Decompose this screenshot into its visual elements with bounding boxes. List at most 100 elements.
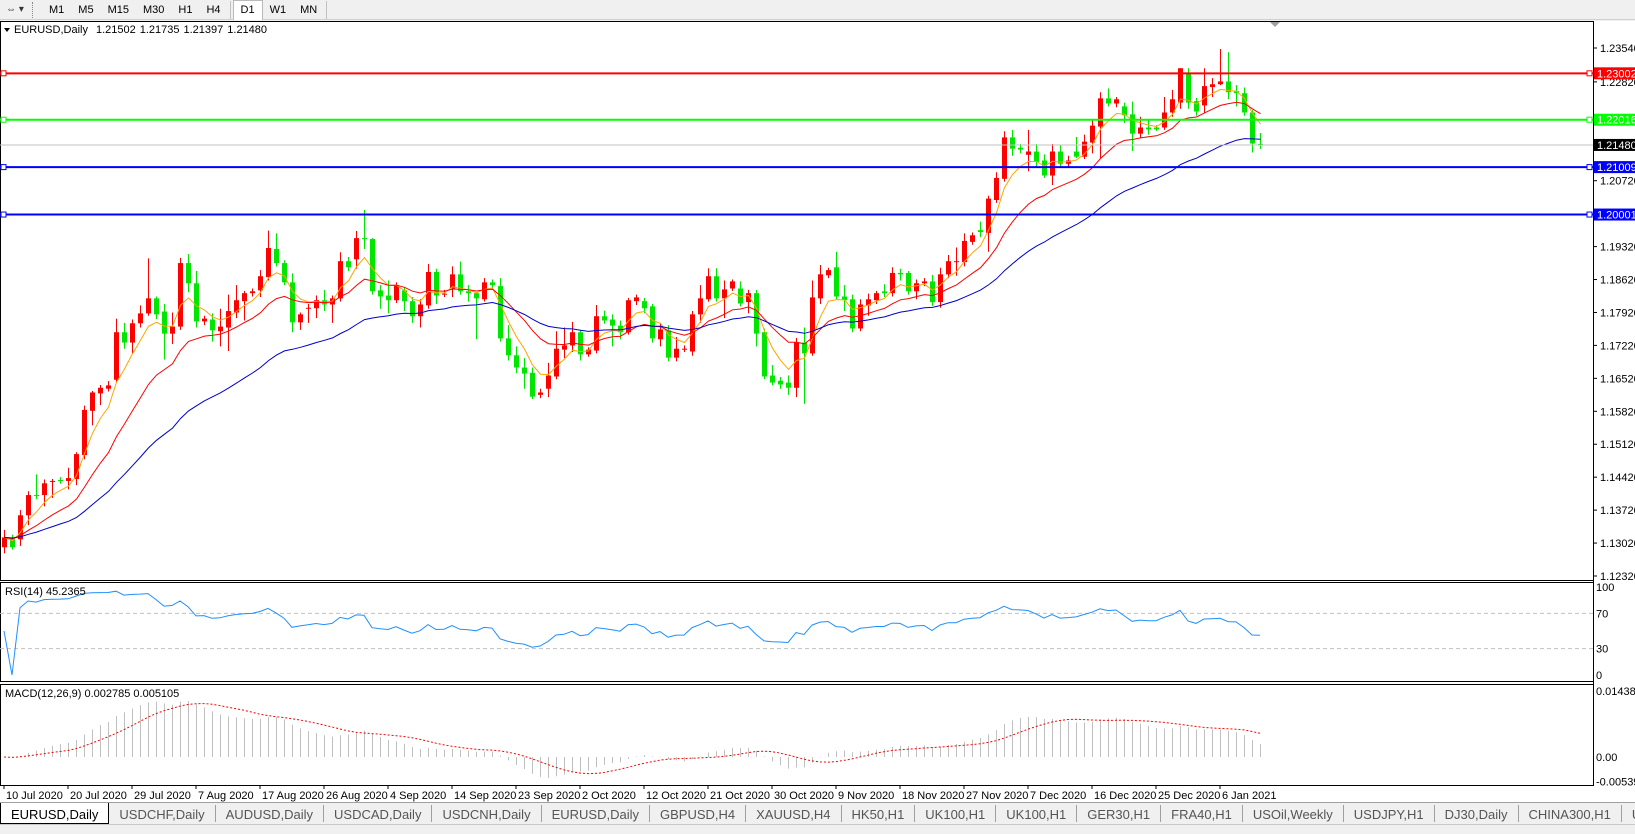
candle (578, 332, 583, 355)
candle (698, 298, 703, 315)
chart-tab[interactable]: CHINA300,H1 (1519, 805, 1622, 822)
candle (594, 316, 599, 351)
chart-tab[interactable]: USOil,Weekly (1243, 805, 1344, 822)
candle (530, 372, 535, 397)
chart-header: EURUSD,Daily 1.21502 1.21735 1.21397 1.21480 (14, 24, 267, 36)
candle (522, 367, 527, 374)
chart-tab[interactable]: EURUSD,Daily (0, 803, 110, 824)
candle (962, 240, 967, 263)
candle (794, 342, 799, 388)
level-handle-left[interactable] (0, 116, 7, 123)
candle (1242, 93, 1247, 113)
candle (642, 301, 647, 309)
candle (274, 248, 279, 264)
timeframe-h1[interactable]: H1 (178, 3, 193, 16)
chart-menu-triangle-icon[interactable] (4, 28, 10, 32)
x-tick-label: 14 Sep 2020 (454, 790, 516, 802)
candle (874, 293, 879, 301)
chart-window[interactable]: 1.23540 1.22820 1.20720 1.19320 1.18620 1.179… (0, 21, 1635, 802)
candle (90, 392, 95, 411)
chart-tab[interactable]: HK50,H1 (842, 805, 916, 822)
toolbar-grip[interactable] (32, 1, 36, 18)
chart-tab[interactable]: USDJPY,H1 (1344, 805, 1435, 822)
timeframe-h4[interactable]: H4 (206, 3, 221, 16)
chart-tab[interactable]: GBPUSD,H4 (650, 805, 747, 822)
chart-tab[interactable]: USOil, (1622, 805, 1635, 822)
header-symbol: EURUSD,Daily (14, 24, 88, 36)
candle (898, 272, 903, 275)
candle (946, 261, 951, 275)
chart-type-dropdown[interactable]: ⇔ ▾ (6, 4, 24, 15)
chart-tab[interactable]: UK100,H1 (915, 805, 997, 822)
level-handle-right[interactable] (1586, 164, 1593, 171)
candle (418, 304, 423, 317)
x-tick-label: 18 Nov 2020 (902, 790, 964, 802)
candle (546, 375, 551, 389)
candle (778, 380, 783, 385)
status-bar (0, 824, 1635, 834)
x-tick-label: 27 Nov 2020 (966, 790, 1028, 802)
price-chart[interactable]: 1.23540 1.22820 1.20720 1.19320 1.18620 1.179… (0, 0, 1635, 802)
y-tick-label: 1.17220 (1600, 340, 1635, 352)
candle (266, 248, 271, 278)
candle (506, 338, 511, 356)
candle (786, 382, 791, 388)
candle (1122, 106, 1127, 116)
chart-tab[interactable]: AUDUSD,Daily (216, 805, 325, 822)
timeframe-w1[interactable]: W1 (269, 3, 287, 16)
chart-shift-marker[interactable] (1270, 22, 1280, 27)
chart-tab[interactable]: GER30,H1 (1077, 805, 1162, 822)
y-tick-label: 1.17920 (1600, 307, 1635, 319)
candle (1186, 72, 1191, 103)
macd-label: MACD(12,26,9) 0.002785 0.005105 (5, 688, 179, 700)
chart-tab[interactable]: UK100,H1 (996, 805, 1078, 822)
chart-tab[interactable]: DJ30,Daily (1435, 805, 1519, 822)
candle (634, 297, 639, 302)
chart-tab[interactable]: USDCAD,Daily (324, 805, 433, 822)
current-price-label-bg (1594, 138, 1635, 151)
timeframe-toolbar: ⇔ ▾ M1 M5 M15 M30 H1 H4 D1 W1 MN (0, 0, 1635, 20)
candle (1002, 137, 1007, 179)
candle (394, 285, 399, 301)
macd-axis-label: 0.014384 (1596, 686, 1635, 698)
candle (834, 267, 839, 297)
level-handle-right[interactable] (1586, 211, 1593, 218)
timeframe-m5[interactable]: M5 (78, 3, 94, 16)
candle (602, 316, 607, 321)
main-pane (0, 21, 1594, 581)
candle (306, 307, 311, 309)
chart-tab[interactable]: XAUUSD,H4 (746, 805, 842, 822)
timeframe-m30[interactable]: M30 (142, 3, 165, 16)
level-handle-right[interactable] (1586, 116, 1593, 123)
candle (42, 483, 47, 496)
level-label-bg (1594, 67, 1635, 80)
chart-tab[interactable]: USDCHF,Daily (109, 805, 216, 822)
level-handle-right[interactable] (1586, 70, 1593, 77)
x-tick-label: 25 Dec 2020 (1158, 790, 1220, 802)
chart-tab[interactable]: EURUSD,Daily (542, 805, 650, 822)
candle (1202, 86, 1207, 106)
candle (730, 281, 735, 289)
timeframe-m15[interactable]: M15 (107, 3, 129, 16)
candle (466, 291, 471, 294)
candle (58, 480, 63, 481)
header-close: 1.21480 (227, 24, 267, 36)
level-handle-left[interactable] (0, 70, 7, 77)
timeframe-d1[interactable]: D1 (232, 0, 263, 20)
chart-tab[interactable]: FRA40,H1 (1161, 805, 1243, 822)
timeframe-m1[interactable]: M1 (49, 3, 65, 16)
candle (50, 480, 55, 482)
level-label-bg (1594, 113, 1635, 126)
level-handle-left[interactable] (0, 211, 7, 218)
candle (802, 342, 807, 354)
x-tick-label: 10 Jul 2020 (6, 790, 63, 802)
chart-tab[interactable]: USDCNH,Daily (432, 805, 542, 822)
y-tick-label: 1.14420 (1600, 472, 1635, 484)
level-handle-left[interactable] (0, 164, 7, 171)
rsi-pane (0, 582, 1594, 682)
candle (442, 293, 447, 295)
candle (346, 261, 351, 268)
timeframe-mn[interactable]: MN (300, 3, 318, 16)
candle (130, 323, 135, 343)
candle (922, 281, 927, 284)
